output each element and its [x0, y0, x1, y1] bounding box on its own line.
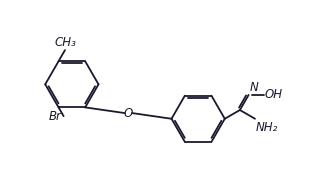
Text: Br: Br	[48, 110, 61, 123]
Text: OH: OH	[265, 88, 283, 101]
Text: N: N	[250, 81, 258, 94]
Text: CH₃: CH₃	[54, 36, 76, 49]
Text: NH₂: NH₂	[256, 121, 278, 134]
Text: O: O	[124, 107, 133, 119]
